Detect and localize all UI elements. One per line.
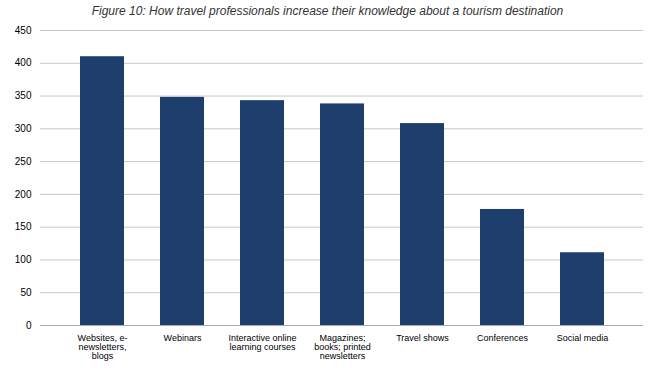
svg-text:Webinars: Webinars [164, 333, 202, 343]
svg-text:50: 50 [20, 287, 32, 298]
svg-text:100: 100 [15, 254, 32, 265]
svg-text:0: 0 [26, 320, 32, 331]
svg-text:250: 250 [15, 156, 32, 167]
svg-text:150: 150 [15, 221, 32, 232]
svg-text:Social media: Social media [557, 333, 609, 343]
html-text:Figure 10: How travel professi: Figure 10: How travel professionals incr… [91, 4, 564, 18]
svg-text:350: 350 [15, 90, 32, 101]
svg-text:450: 450 [15, 25, 32, 36]
svg-text:Conferences: Conferences [477, 333, 529, 343]
svg-text:300: 300 [15, 123, 32, 134]
svg-text:Websites, e-newsletters,blogs: Websites, e-newsletters,blogs [78, 333, 128, 361]
svg-text:Interactive onlinelearning cou: Interactive onlinelearning courses [228, 333, 296, 352]
svg-text:400: 400 [15, 57, 32, 68]
svg-text:Travel shows: Travel shows [396, 333, 449, 343]
svg-text:Magazines;books; printednewsle: Magazines;books; printednewsletters [314, 333, 371, 361]
svg-text:200: 200 [15, 189, 32, 200]
